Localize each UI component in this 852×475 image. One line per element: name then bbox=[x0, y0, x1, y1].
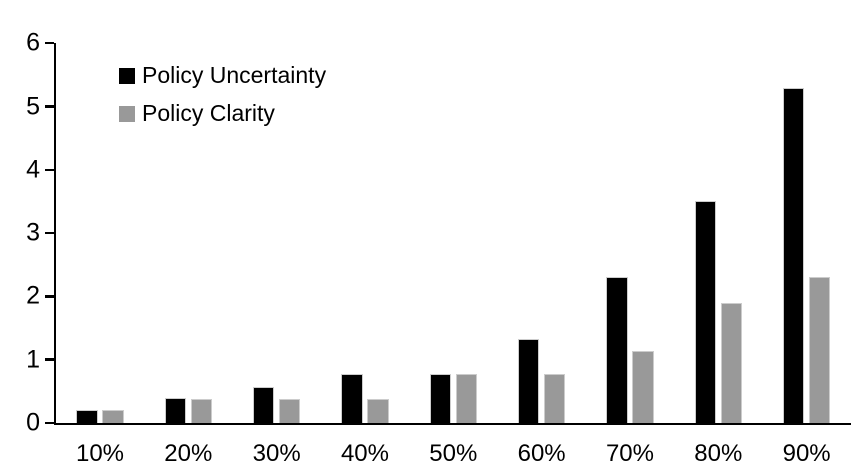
legend-swatch-policy-clarity bbox=[119, 105, 135, 122]
bar-policy-uncertainty-90pct bbox=[782, 87, 805, 423]
bar-policy-clarity-40pct bbox=[367, 398, 389, 423]
bar-policy-uncertainty-50pct bbox=[429, 373, 452, 423]
y-tick-1 bbox=[45, 358, 54, 361]
bar-policy-clarity-30pct bbox=[278, 398, 301, 423]
legend: Policy Uncertainty Policy Clarity bbox=[119, 64, 326, 125]
bar-policy-clarity-90pct bbox=[808, 277, 831, 423]
bar-policy-clarity-20pct bbox=[190, 398, 213, 423]
bar-policy-clarity-80pct bbox=[720, 302, 743, 423]
y-tick-label-0: 0 bbox=[26, 408, 40, 437]
x-tick-label-30pct: 30% bbox=[252, 440, 301, 467]
y-tick-2 bbox=[45, 295, 54, 298]
x-tick-label-60pct: 60% bbox=[517, 440, 566, 467]
y-tick-label-4: 4 bbox=[26, 155, 40, 184]
x-tick-label-90pct: 90% bbox=[782, 440, 831, 467]
bar-policy-clarity-70pct bbox=[632, 351, 654, 423]
bar-policy-uncertainty-10pct bbox=[76, 410, 98, 423]
y-tick-5 bbox=[45, 105, 54, 108]
bar-policy-uncertainty-70pct bbox=[606, 277, 628, 423]
x-tick-label-80pct: 80% bbox=[694, 440, 743, 467]
y-tick-label-2: 2 bbox=[26, 281, 40, 310]
legend-item-policy-clarity: Policy Clarity bbox=[119, 102, 326, 125]
y-tick-label-1: 1 bbox=[26, 345, 40, 374]
bar-policy-clarity-10pct bbox=[102, 410, 124, 423]
x-tick-label-50pct: 50% bbox=[429, 440, 478, 467]
bar-policy-uncertainty-40pct bbox=[341, 374, 363, 423]
y-tick-label-6: 6 bbox=[26, 28, 40, 57]
bar-policy-uncertainty-30pct bbox=[252, 386, 275, 423]
x-axis-line bbox=[53, 422, 851, 425]
legend-item-policy-uncertainty: Policy Uncertainty bbox=[119, 64, 326, 87]
bar-policy-uncertainty-20pct bbox=[164, 397, 187, 423]
y-tick-3 bbox=[45, 231, 54, 235]
y-tick-0 bbox=[45, 421, 54, 425]
x-tick-label-40pct: 40% bbox=[340, 440, 389, 467]
y-tick-4 bbox=[45, 168, 54, 172]
y-tick-6 bbox=[45, 41, 54, 45]
legend-label-policy-uncertainty: Policy Uncertainty bbox=[142, 62, 327, 88]
legend-swatch-policy-uncertainty bbox=[119, 67, 135, 84]
x-tick-label-20pct: 20% bbox=[164, 440, 213, 467]
bar-policy-clarity-60pct bbox=[543, 374, 566, 423]
y-tick-label-3: 3 bbox=[26, 218, 40, 247]
y-axis-line bbox=[53, 43, 56, 425]
x-tick-label-70pct: 70% bbox=[605, 440, 654, 467]
bar-policy-clarity-50pct bbox=[455, 374, 478, 423]
bar-policy-uncertainty-80pct bbox=[694, 201, 717, 423]
y-tick-label-5: 5 bbox=[26, 92, 40, 120]
legend-label-policy-clarity: Policy Clarity bbox=[142, 100, 275, 126]
bar-policy-uncertainty-60pct bbox=[517, 338, 540, 423]
x-tick-label-10pct: 10% bbox=[75, 440, 125, 467]
